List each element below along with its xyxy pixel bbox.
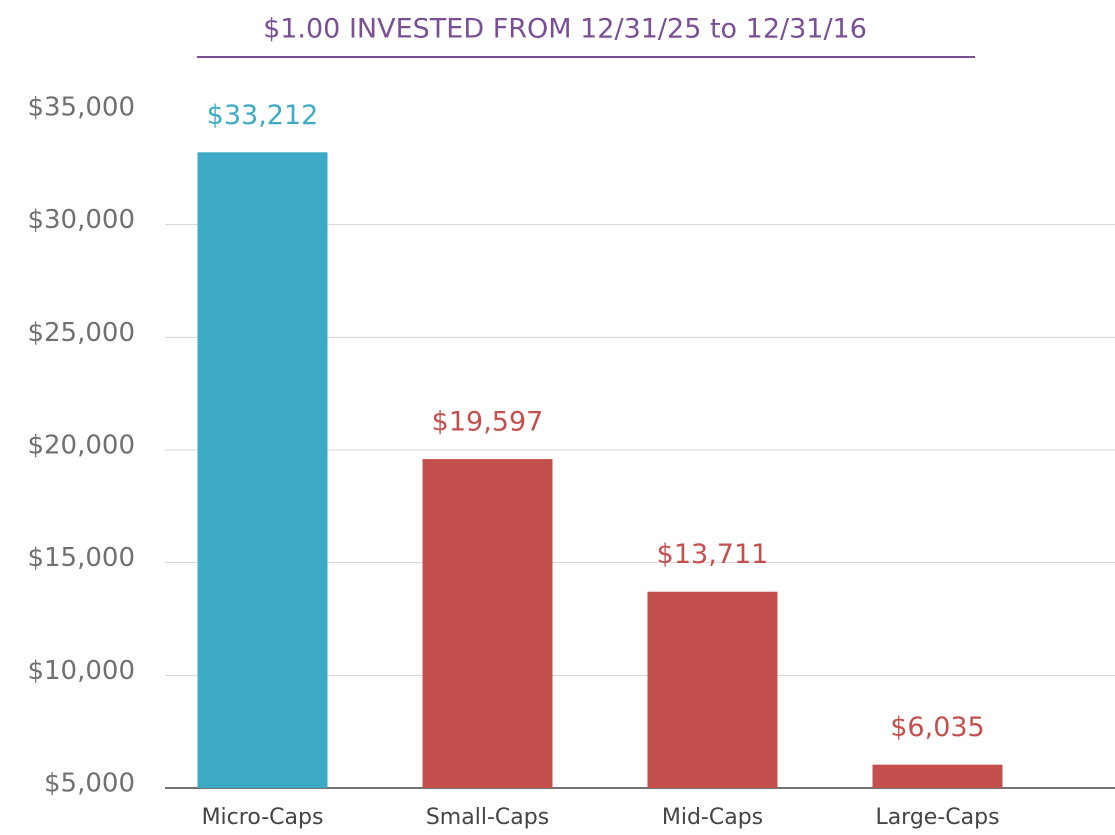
value-label: $6,035 (890, 712, 984, 743)
x-tick-label: Large-Caps (875, 805, 999, 830)
chart-title: $1.00 INVESTED FROM 12/31/25 to 12/31/16 (263, 14, 867, 45)
y-tick-label: $5,000 (44, 769, 135, 799)
value-label: $19,597 (432, 407, 544, 438)
bar (197, 152, 328, 788)
x-tick-label: Small-Caps (426, 805, 549, 830)
y-tick-label: $10,000 (27, 656, 135, 686)
value-label: $33,212 (207, 100, 319, 131)
value-label: $13,711 (657, 539, 769, 570)
bar (422, 459, 553, 788)
y-tick-label: $30,000 (27, 205, 135, 235)
bar (872, 764, 1003, 788)
x-tick-label: Micro-Caps (202, 805, 324, 830)
bar (647, 591, 778, 788)
x-tick-label: Mid-Caps (662, 805, 763, 830)
y-tick-label: $15,000 (27, 543, 135, 573)
y-tick-label: $25,000 (27, 318, 135, 348)
y-tick-label: $20,000 (27, 431, 135, 461)
y-tick-label: $35,000 (27, 93, 135, 123)
